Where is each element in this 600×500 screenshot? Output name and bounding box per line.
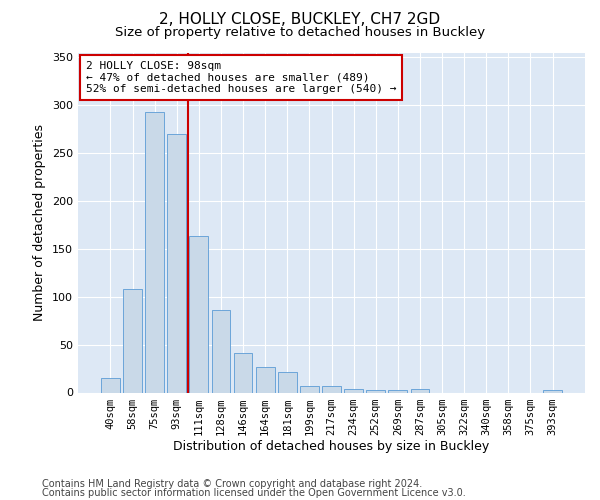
Bar xyxy=(233,353,253,393)
Text: Contains public sector information licensed under the Open Government Licence v3: Contains public sector information licen… xyxy=(42,488,466,498)
Bar xyxy=(212,310,230,392)
Text: Contains HM Land Registry data © Crown copyright and database right 2024.: Contains HM Land Registry data © Crown c… xyxy=(42,479,422,489)
Bar xyxy=(123,289,142,393)
Text: 2, HOLLY CLOSE, BUCKLEY, CH7 2GD: 2, HOLLY CLOSE, BUCKLEY, CH7 2GD xyxy=(160,12,440,28)
X-axis label: Distribution of detached houses by size in Buckley: Distribution of detached houses by size … xyxy=(173,440,490,454)
Bar xyxy=(167,134,186,392)
Bar xyxy=(543,390,562,392)
Bar xyxy=(145,112,164,392)
Bar xyxy=(256,366,275,392)
Text: Size of property relative to detached houses in Buckley: Size of property relative to detached ho… xyxy=(115,26,485,39)
Bar xyxy=(367,390,385,392)
Text: 2 HOLLY CLOSE: 98sqm
← 47% of detached houses are smaller (489)
52% of semi-deta: 2 HOLLY CLOSE: 98sqm ← 47% of detached h… xyxy=(86,61,396,94)
Bar xyxy=(344,388,363,392)
Bar xyxy=(101,378,120,392)
Y-axis label: Number of detached properties: Number of detached properties xyxy=(34,124,46,321)
Bar xyxy=(388,390,407,392)
Bar xyxy=(410,388,430,392)
Bar xyxy=(322,386,341,392)
Bar xyxy=(300,386,319,392)
Bar xyxy=(278,372,296,392)
Bar xyxy=(190,236,208,392)
